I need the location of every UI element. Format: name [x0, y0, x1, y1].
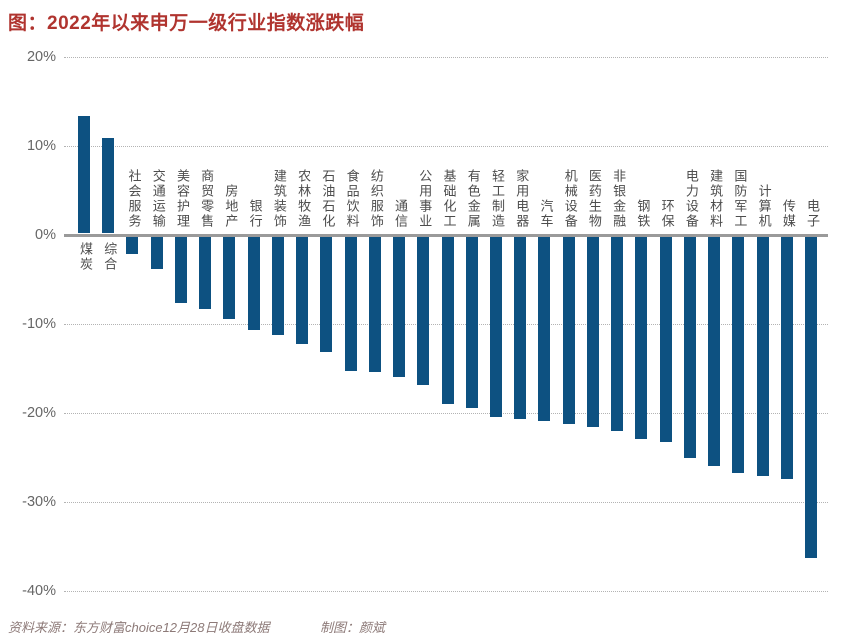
bar-label: 家用电器 [514, 169, 530, 229]
bar-label: 计算机 [756, 184, 772, 229]
footer: 资料来源：东方财富choice12月28日收盘数据 制图：颜斌 [0, 617, 846, 639]
bar [514, 235, 527, 420]
bar [489, 235, 502, 417]
bar [271, 235, 284, 335]
bar [417, 235, 430, 385]
bar-label: 公用事业 [417, 169, 433, 229]
bar [708, 235, 721, 466]
bar-label: 社会服务 [126, 169, 142, 229]
bar-label: 医药生物 [586, 169, 602, 229]
bar-label: 环保 [659, 199, 675, 229]
bar [586, 235, 599, 428]
bar [780, 235, 793, 479]
bar [174, 235, 187, 303]
bar [247, 235, 260, 331]
bar [659, 235, 672, 443]
bar [538, 235, 551, 421]
x-axis-line [64, 233, 828, 237]
chart-title: 图：2022年以来申万一级行业指数涨跌幅 [8, 13, 365, 34]
bar [368, 235, 381, 373]
bar [344, 235, 357, 372]
bar-label: 农林牧渔 [296, 169, 312, 229]
gridline [64, 413, 828, 414]
bar [393, 235, 406, 378]
bar [805, 235, 818, 559]
bar-label: 石油石化 [320, 169, 336, 229]
gridline [64, 502, 828, 503]
bar-label: 基础化工 [441, 169, 457, 229]
y-axis-tick-label: -40% [22, 583, 56, 599]
bar [756, 235, 769, 477]
bar [320, 235, 333, 353]
bar [683, 235, 696, 459]
bar-label: 电力设备 [683, 169, 699, 229]
bar-label: 交通运输 [150, 169, 166, 229]
bar [223, 235, 236, 319]
bar-label: 汽车 [538, 199, 554, 229]
bar-label: 银行 [247, 199, 263, 229]
bar [199, 235, 212, 309]
bar-label: 煤炭 [78, 242, 93, 272]
y-axis-tick-label: 0% [35, 227, 56, 243]
bar-label: 通信 [393, 199, 409, 229]
bar-label: 电子 [805, 199, 821, 229]
bar-label: 轻工制造 [489, 169, 505, 229]
bar-label: 有色金属 [465, 169, 481, 229]
bar-label: 商贸零售 [199, 169, 215, 229]
bar [296, 235, 309, 345]
y-axis-tick-label: 20% [26, 49, 56, 65]
bar-label: 房地产 [223, 184, 239, 229]
bar [635, 235, 648, 439]
bar [126, 235, 139, 254]
bar-label: 传媒 [780, 199, 796, 229]
bar-label: 建筑装饰 [271, 169, 287, 229]
bar [102, 138, 115, 234]
bar-label: 国防军工 [732, 169, 748, 229]
bar-label: 建筑材料 [708, 169, 724, 229]
gridline [64, 57, 828, 58]
gridline [64, 591, 828, 592]
bar [441, 235, 454, 405]
bar [465, 235, 478, 408]
credit-note: 制图：颜斌 [320, 620, 386, 635]
bar-label: 纺织服饰 [368, 169, 384, 229]
bar [150, 235, 163, 269]
y-axis-tick-label: -20% [22, 405, 56, 421]
y-axis-tick-label: -10% [22, 316, 56, 332]
bar [611, 235, 624, 431]
bar-label: 美容护理 [174, 169, 190, 229]
bar-label: 非银金融 [611, 169, 627, 229]
source-note: 资料来源：东方财富choice12月28日收盘数据 [8, 620, 270, 635]
y-axis-tick-label: 10% [26, 138, 56, 154]
bar [562, 235, 575, 424]
y-axis-tick-label: -30% [22, 494, 56, 510]
bar-label: 机械设备 [562, 169, 578, 229]
bar [732, 235, 745, 473]
gridline [64, 146, 828, 147]
bar [78, 116, 90, 234]
bar-label: 食品饮料 [344, 169, 360, 229]
bar-label: 综合 [102, 242, 118, 272]
bar-label: 钢铁 [635, 199, 651, 229]
